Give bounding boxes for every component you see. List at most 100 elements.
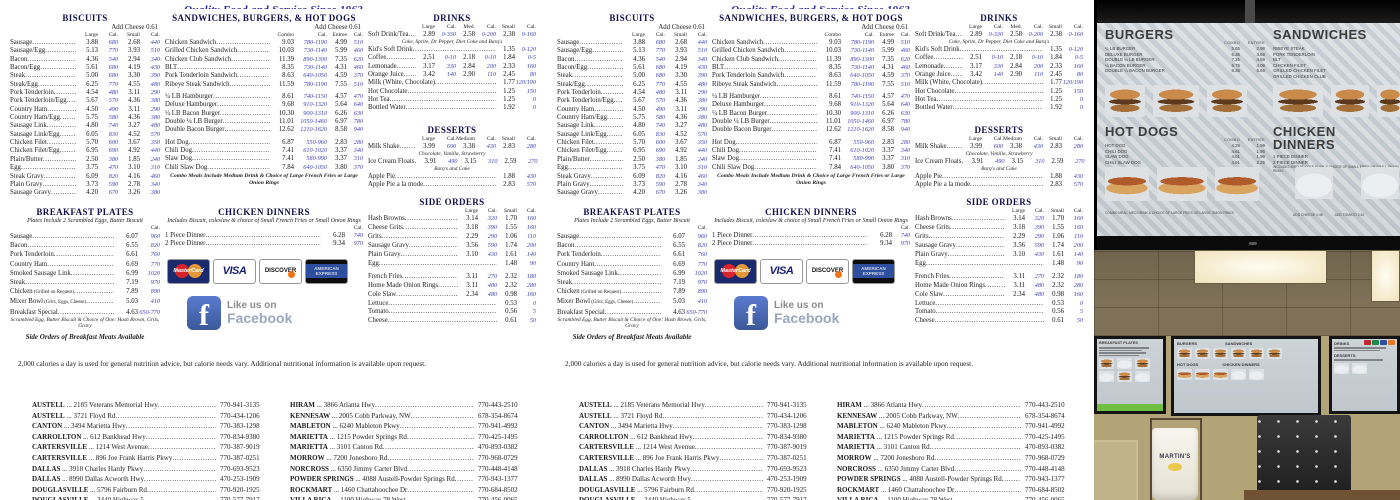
board-item-name: DOUBLE ¼ LB BURGER [1105,57,1155,63]
location-separator: ... [327,443,337,452]
takeout-bag: MARTIN'S [1152,428,1198,500]
price-large: 3.18 [1013,224,1025,232]
sandwich-group: ¼ LB Hamburger 8.61 740-1150 4.57 470 De… [712,93,910,135]
item-name: Milk Shake [368,143,400,151]
location-separator: ... [874,443,884,452]
cal-combo: 780-1190 [303,80,327,88]
price-small: 0.98 [1052,290,1064,298]
item-name: Chicken Filet/Egg [10,147,60,155]
column-header: Cal. [150,32,160,38]
location-address: 8990 Dallas Acworth Hwy [616,475,692,484]
cal-large: 740 [108,122,118,130]
menu-item-row: Milk (White, Chocolate) 1.77 120/190 [368,79,536,87]
price-small: 3.93 [128,47,140,55]
item-name-text: Slaw Dog [712,155,739,163]
food-photo [1231,369,1246,380]
location-address: 7200 Jonesboro Rd [880,453,935,462]
cal-combo: 910-1320 [303,101,327,109]
location-row: VILLA RICA ... 1100 Highway 78 West 770-… [290,495,532,500]
menu-item-row: Chicken Filet 5.70 600 3.67 350 [10,139,160,147]
item-name: Chicken Sandwich [712,39,763,47]
dot-leader [213,93,270,101]
cal-small: 270 [528,157,538,165]
item-name: Kid's Soft Drink [368,46,413,54]
discover-orange-dot [288,270,295,278]
location-row: KENNESAW ... 2005 Cobb Parkway, NW 678-3… [290,411,532,422]
menu-item-row: Steak 5.00 680 3.30 390 [10,72,160,80]
item-name: ¼ LB Hamburger [165,93,213,101]
item-name-text: Sausage [10,39,33,46]
board-entree-price: 1.59 [1256,143,1265,148]
cal-combo: 730-1140 [850,64,874,72]
location-address: 1460 Chattahoochee Dr [340,485,408,494]
location-separator: ... [607,464,617,473]
dot-leader [574,56,623,64]
menu-item-row: Chicken Sandwich 9.03 780-1190 4.99 510 [165,39,363,47]
item-name-text: Sausage Link/Egg [10,130,60,138]
menu-item: Orange Juice 3.42 140 2.90 110 2.45 80 [368,71,536,79]
location-phone: 770-387-0251 [767,453,807,462]
price-large: 3.42 [423,70,435,78]
side-orders-column-headers: Large Cal. Small Cal. [915,208,1083,215]
dot-leader [956,31,964,39]
column-header: Small [501,136,515,142]
location-row: ROCKMART ... 1460 Chattahoochee Dr 770-6… [290,485,532,496]
price-small: 2.32 [1052,281,1064,289]
dot-leader [662,411,763,422]
location-separator: ... [628,432,638,441]
item-name-text: Double Bacon Burger [712,126,772,134]
menu-item-row: Coffee 2.51 0-10 2.18 0-10 1.84 0-5 [368,54,536,62]
item-name: Pork Tenderloin [557,250,601,259]
ceiling [1094,250,1400,336]
item-name-text: Hash Browns [368,215,405,223]
item-name-text: Slaw Dog [165,155,192,163]
dot-leader [633,297,661,306]
dot-leader [618,269,661,278]
payment-card-label: MasterCard [720,268,751,275]
breakfast-plates-rows: Sausage 6.07 960 Bacon 6.55 820 Pork Ten [10,232,160,317]
price-large: 5.13 [86,47,98,55]
item-name-text: Bacon [10,242,28,250]
price-small: 1.74 [505,242,517,250]
price-small: 1.88 [1050,172,1062,180]
dot-leader [601,89,623,97]
menu-item-row: Sausage 6.07 960 [557,232,707,241]
cal-large: 670 [108,189,118,197]
price-large: 2.34 [1013,290,1025,298]
dot-leader [607,147,623,155]
item-name-text: Steak/Egg [557,80,585,88]
location-city: MARIETTA [290,432,328,441]
item-name: ¼ LB Bacon Burger [165,110,220,118]
dot-leader [237,72,270,80]
location-row: ROCKMART ... 1460 Chattahoochee Dr 770-6… [837,485,1079,496]
item-name-text: Chicken Filet [10,139,47,147]
price-small: 1.35 [503,45,515,53]
price-small: 0.61 [1052,317,1064,325]
menu-item-row: Sausage Link/Egg 6.05 830 4.52 570 [557,131,707,139]
price-small: 1.25 [1050,95,1062,103]
item-name-text: Pork Tenderloin [557,251,601,259]
tv-titles-row: BURGERS SANDWICHES [1177,341,1318,346]
facebook-block: f Like us on Facebook [734,295,910,332]
cal-small: 160 [526,224,536,232]
menu-item-row: Pork Tenderloin Sandwich 8.63 640-1050 4… [712,72,910,80]
item-name-text: Smoked Sausage Link [557,269,618,277]
location-row: MORROW ... 7200 Jonesboro Rd 770-968-072… [290,453,532,464]
item-name: Grits [368,233,382,242]
price-large: 2.51 [970,54,982,62]
board-entree-price: 5.69 [1256,68,1265,74]
cal-combo: 610-1020 [850,147,874,155]
cal-entree: 370 [353,72,363,80]
location-phone: 770-577-7917 [216,495,274,500]
price-entree: 7.35 [335,55,347,63]
item-name: Country Ham [10,106,47,114]
location-city: VILLA RICA [837,495,878,500]
cal: 970 [900,240,910,248]
menu-board-photo: BURGERS COMBO ENTRÉE ¼ LB BURGER 5.65 2.9… [1094,0,1400,250]
column-header: Cal. [446,24,456,30]
dot-leader [38,81,76,89]
chicken-dinner-rows: 1 Piece Dinner 6.28 740 2 Piece Dinner 9… [165,232,363,249]
price-small: 0.56 [505,308,517,316]
item-name: Sausage Gravy [10,189,51,197]
column-header: Cal. [1073,136,1083,142]
